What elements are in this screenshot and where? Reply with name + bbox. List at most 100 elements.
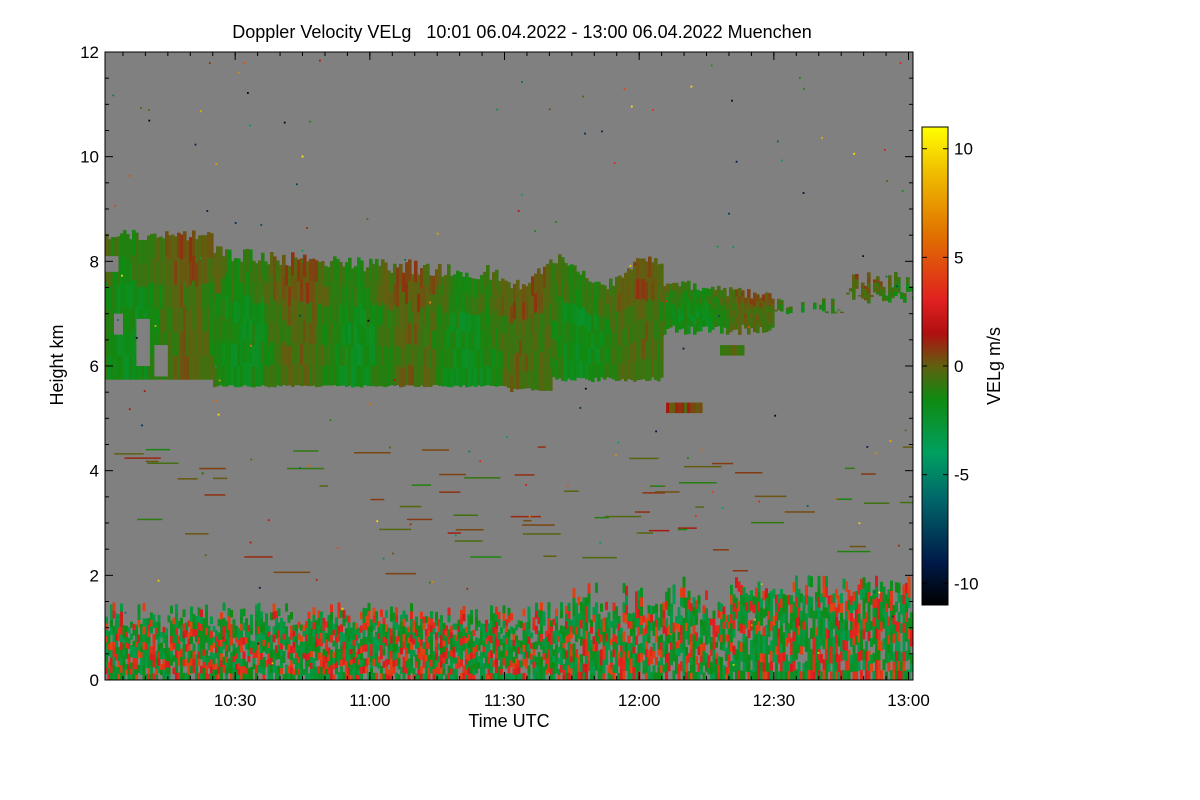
velocity-cell [187, 674, 191, 680]
velocity-cell [757, 621, 761, 632]
velocity-cell [475, 644, 478, 653]
velocity-cell [543, 266, 547, 288]
velocity-cell [564, 490, 579, 492]
velocity-cell [825, 628, 828, 639]
velocity-cell [840, 602, 843, 613]
velocity-cell [450, 655, 453, 663]
velocity-cell [767, 593, 771, 603]
velocity-cell [422, 642, 426, 649]
velocity-cell [606, 362, 610, 378]
velocity-cell [390, 643, 393, 652]
velocity-cell [417, 652, 421, 659]
velocity-cell [603, 332, 607, 349]
velocity-cell [147, 235, 151, 261]
velocity-cell [721, 506, 724, 509]
velocity-cell [591, 365, 595, 382]
velocity-cell [497, 645, 501, 654]
velocity-cell [231, 364, 235, 386]
velocity-cell [860, 619, 863, 630]
velocity-cell [528, 317, 532, 336]
velocity-cell [502, 672, 506, 680]
velocity-cell [357, 643, 361, 649]
velocity-cell [339, 303, 343, 325]
velocity-cell [817, 607, 821, 618]
velocity-cell [861, 285, 865, 289]
velocity-cell [888, 279, 892, 285]
velocity-cell [873, 285, 877, 289]
velocity-cell [615, 311, 619, 330]
velocity-cell [633, 261, 637, 283]
velocity-cell [275, 673, 278, 680]
velocity-cell [285, 265, 289, 286]
velocity-cell [857, 622, 861, 633]
velocity-cell [333, 341, 337, 364]
velocity-cell [787, 623, 791, 634]
velocity-cell [645, 648, 648, 658]
velocity-cell [197, 607, 201, 616]
velocity-cell [612, 363, 616, 380]
velocity-cell [429, 367, 433, 387]
velocity-cell [427, 629, 431, 637]
velocity-cell [528, 352, 532, 371]
velocity-cell [639, 298, 643, 320]
velocity-cell [390, 291, 394, 311]
velocity-cell [495, 269, 499, 290]
velocity-cell [610, 621, 613, 628]
velocity-cell [490, 657, 493, 666]
velocity-cell [457, 661, 461, 669]
velocity-cell [572, 643, 576, 653]
velocity-cell [830, 671, 833, 680]
velocity-cell [895, 670, 898, 680]
velocity-cell [620, 639, 623, 646]
velocity-cell [475, 616, 478, 624]
velocity-cell [320, 673, 323, 680]
velocity-cell [369, 301, 373, 323]
velocity-cell [822, 300, 826, 304]
velocity-cell [519, 372, 523, 390]
velocity-cell [375, 631, 378, 640]
velocity-cell [490, 672, 493, 680]
velocity-cell [640, 597, 643, 607]
velocity-cell [575, 656, 578, 666]
velocity-cell [545, 652, 548, 659]
velocity-cell [630, 287, 634, 307]
velocity-cell [307, 611, 311, 619]
velocity-cell [888, 288, 892, 294]
velocity-cell [108, 355, 112, 380]
velocity-cell [600, 672, 603, 680]
velocity-cell [591, 282, 595, 300]
velocity-cell [387, 638, 391, 644]
velocity-cell [897, 670, 901, 680]
velocity-cell [186, 240, 190, 264]
velocity-cell [522, 524, 555, 526]
velocity-cell [467, 614, 471, 622]
velocity-cell [684, 325, 688, 335]
velocity-cell [550, 644, 553, 651]
velocity-cell [177, 672, 181, 680]
velocity-cell [397, 646, 401, 653]
velocity-cell [342, 656, 346, 665]
velocity-cell [290, 673, 293, 680]
velocity-cell [340, 673, 343, 680]
velocity-cell [168, 237, 171, 240]
velocity-cell [110, 672, 113, 680]
velocity-cell [210, 616, 213, 625]
velocity-cell [234, 322, 238, 345]
velocity-cell [615, 606, 618, 615]
velocity-cell [265, 633, 268, 641]
velocity-cell [192, 614, 196, 622]
velocity-cell [115, 653, 118, 661]
velocity-cell [532, 654, 536, 662]
velocity-cell [837, 550, 871, 553]
velocity-cell [486, 324, 490, 346]
velocity-cell [450, 294, 454, 314]
velocity-cell [392, 632, 396, 641]
velocity-cell [864, 295, 868, 298]
velocity-cell [845, 620, 848, 632]
velocity-cell [580, 662, 583, 672]
velocity-cell [468, 331, 472, 351]
velocity-cell [612, 641, 616, 650]
velocity-cell [831, 303, 835, 307]
velocity-cell [672, 584, 676, 595]
velocity-cell [535, 602, 538, 611]
